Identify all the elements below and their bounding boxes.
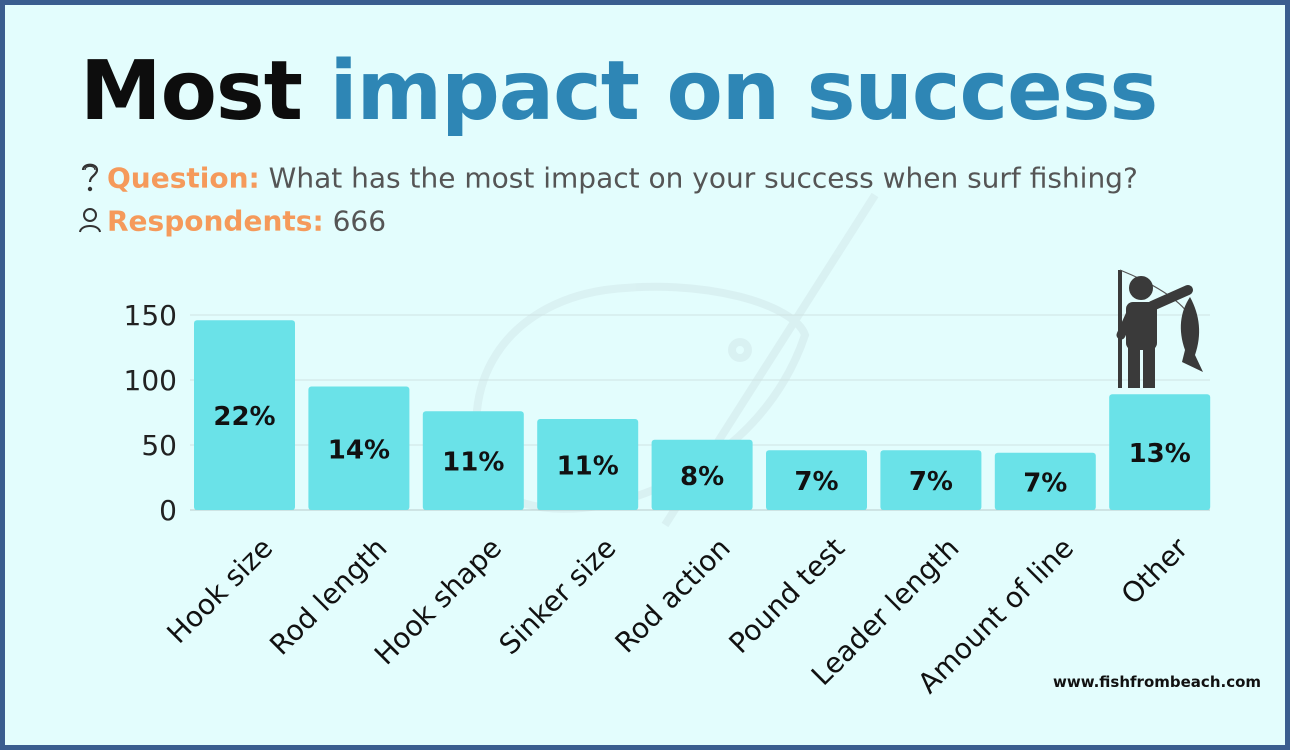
y-tick-label: 0 [159, 494, 177, 527]
question-row: Question: What has the most impact on yo… [77, 160, 1138, 199]
person-icon [77, 206, 107, 239]
x-tick-label: Hook size [161, 531, 280, 650]
y-tick-label: 150 [124, 299, 177, 332]
bar-data-label: 7% [794, 467, 838, 497]
bar [1109, 394, 1211, 510]
respondents-row: Respondents: 666 [77, 206, 386, 239]
question-text: What has the most impact on your success… [268, 161, 1138, 195]
bars [194, 320, 1211, 510]
bar-data-label: 7% [909, 467, 953, 497]
bar-data-label: 14% [328, 435, 390, 465]
bar-chart: 0 50 100 150 22% 14% 11% 11% 8% 7% 7% 7% 13% Hook s… [124, 192, 1211, 700]
bar-data-label: 8% [680, 462, 724, 492]
bar [308, 386, 410, 510]
fisherman-holding-fish-icon [1116, 269, 1203, 388]
bar-data-label: 11% [442, 448, 504, 478]
title-part-black: Most [80, 44, 303, 139]
bar [766, 450, 867, 510]
website-url: www.fishfrombeach.com [1053, 673, 1262, 691]
x-tick-label: Rod action [609, 531, 737, 659]
bar [422, 411, 524, 510]
bar [537, 419, 639, 510]
bar [651, 439, 753, 510]
respondents-label: Respondents: [107, 204, 324, 238]
question-mark-icon [77, 160, 107, 199]
bar [994, 452, 1096, 510]
y-tick-label: 100 [124, 364, 177, 397]
bar-data-label: 11% [557, 452, 619, 482]
bar [194, 320, 295, 510]
y-axis: 0 50 100 150 [124, 299, 177, 527]
bar-data-label: 7% [1023, 468, 1067, 498]
title-part-blue: impact on success [329, 44, 1159, 139]
data-labels: 22% 14% 11% 11% 8% 7% 7% 7% 13% [213, 402, 1190, 498]
question-label: Question: [107, 161, 260, 195]
x-tick-label: Sinker size [493, 531, 623, 661]
bar [880, 450, 982, 510]
bar-data-label: 13% [1129, 439, 1191, 469]
bar-data-label: 22% [213, 402, 275, 432]
y-tick-label: 50 [141, 429, 177, 462]
respondents-value: 666 [332, 204, 387, 238]
page-title: Most impact on success [80, 51, 1158, 133]
x-tick-label: Other [1115, 531, 1195, 611]
